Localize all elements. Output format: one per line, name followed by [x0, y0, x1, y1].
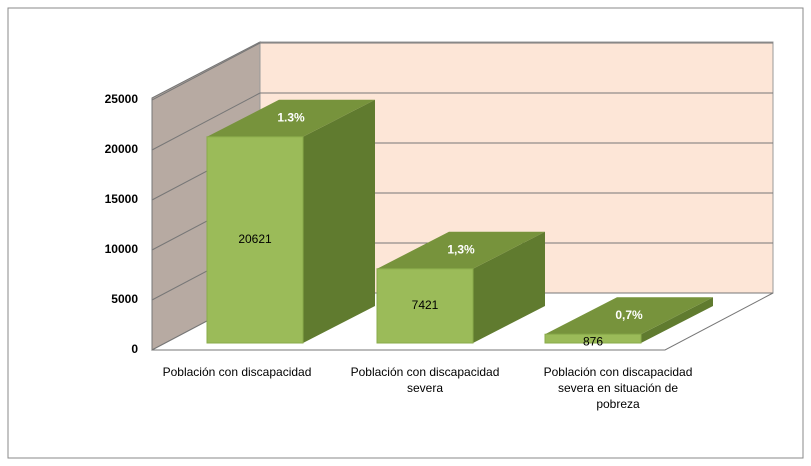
x-tick-label: Población con discapacidad	[162, 365, 312, 379]
top-label: 0,7%	[615, 308, 643, 322]
y-tick-label: 25000	[105, 92, 139, 106]
bar-side	[641, 297, 713, 343]
grid-line	[151, 92, 261, 151]
bar-top	[545, 297, 713, 335]
bar	[206, 136, 304, 344]
y-tick-label: 5000	[111, 292, 138, 306]
top-label: 1.3%	[277, 110, 305, 124]
bar	[376, 268, 474, 344]
bar-side	[473, 231, 545, 343]
bar-top	[207, 99, 375, 137]
value-label: 876	[583, 334, 603, 348]
value-label: 20621	[238, 232, 272, 246]
value-label: 7421	[412, 298, 439, 312]
top-label: 1,3%	[447, 242, 475, 256]
bar-top	[377, 231, 545, 269]
y-tick-label: 15000	[105, 192, 139, 206]
x-tick-label: Población con discapacidad severa	[350, 365, 500, 395]
y-tick-label: 10000	[105, 242, 139, 256]
bar-side	[303, 99, 375, 343]
bar	[544, 333, 642, 344]
y-tick-label: 20000	[105, 142, 139, 156]
x-tick-label: Población con discapacidad severa en sit…	[543, 365, 693, 411]
y-tick-label: 0	[131, 342, 138, 356]
grid-line	[151, 42, 261, 101]
